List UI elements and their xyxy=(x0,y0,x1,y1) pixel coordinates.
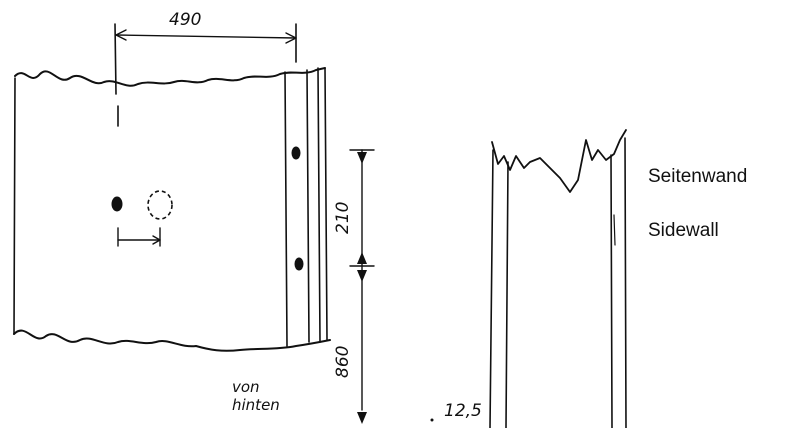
panel-left-edge xyxy=(13,77,16,335)
sidewall-profile: 12,5 xyxy=(430,129,627,428)
arrow-210-bottom xyxy=(357,252,367,264)
rail-hole-lower xyxy=(294,257,304,271)
arrow-860-bottom xyxy=(357,412,367,424)
panel-top-break-line xyxy=(14,67,326,87)
profile-outer-right xyxy=(624,137,627,428)
rail-line-3 xyxy=(317,67,321,343)
panel-hole-dashed xyxy=(147,190,173,220)
legend-german: Seitenwand xyxy=(648,166,748,187)
top-width-arrow-left xyxy=(115,29,127,41)
rail-line-1 xyxy=(284,71,288,347)
hole-spacing-value: 210 xyxy=(333,202,353,234)
panel-bottom-break-line xyxy=(13,329,331,352)
top-width-arrow-right xyxy=(285,32,297,44)
top-width-dim-line xyxy=(115,34,297,39)
lower-height-value: 860 xyxy=(333,346,353,378)
profile-outer-left xyxy=(489,149,494,428)
top-width-dimension: 490 xyxy=(114,10,297,95)
rail-line-4 xyxy=(324,67,328,341)
legend-english: Sidewall xyxy=(648,220,719,241)
panel-hole-solid xyxy=(111,196,123,212)
rear-panel xyxy=(13,67,331,352)
view-note-line2: hinten xyxy=(232,396,280,414)
view-note-line1: von xyxy=(232,378,260,396)
side-offset-dot xyxy=(430,418,434,422)
profile-detail-mark xyxy=(613,214,616,246)
top-width-value: 490 xyxy=(169,10,201,30)
profile-inner-right xyxy=(610,154,613,428)
profile-top-break-line xyxy=(491,129,627,193)
top-width-ext-left xyxy=(114,23,117,95)
hole-spacing-arrow xyxy=(152,235,161,245)
profile-inner-left xyxy=(505,161,509,428)
arrow-860-top xyxy=(357,270,367,282)
rail-hole-upper xyxy=(291,146,301,160)
vertical-dimensions: 210 860 xyxy=(333,149,375,424)
side-offset-value: 12,5 xyxy=(444,401,482,421)
arrow-210-top xyxy=(357,152,367,164)
rail-line-2 xyxy=(306,69,310,343)
